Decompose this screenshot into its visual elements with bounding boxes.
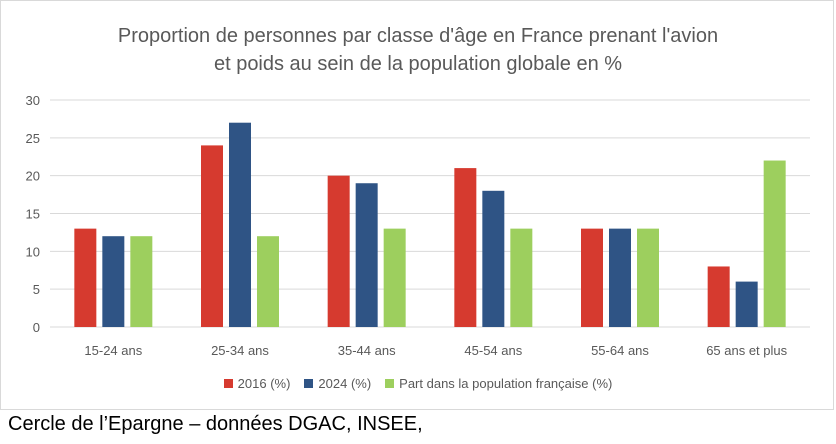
- bar-1-2: [327, 175, 350, 327]
- bar-1-4: [581, 228, 603, 327]
- legend-item: 2024 (%): [304, 376, 371, 391]
- x-tick-label: 35-44 ans: [338, 343, 396, 358]
- bar-2-5: [735, 281, 758, 327]
- source-caption: Cercle de l’Epargne – données DGAC, INSE…: [8, 413, 423, 435]
- bar-2-3: [482, 190, 505, 327]
- chart-title: Proportion de personnes par classe d'âge…: [117, 25, 719, 75]
- legend-label: 2024 (%): [318, 376, 372, 391]
- y-tick-label: 30: [26, 93, 40, 108]
- bar-2-2: [355, 183, 378, 327]
- x-tick-label: 55-64 ans: [591, 343, 649, 358]
- bar-3-2: [383, 228, 406, 327]
- legend-label: 2016 (%): [237, 376, 291, 391]
- x-tick-label: 65 ans et plus: [706, 343, 787, 358]
- bar-1-1: [201, 145, 223, 327]
- legend-label: Part dans la population française (%): [399, 376, 613, 391]
- bar-3-0: [130, 236, 153, 327]
- y-tick-label: 0: [33, 320, 40, 335]
- legend: 2016 (%) 2024 (%) Part dans la population …: [0, 376, 836, 391]
- bar-3-4: [637, 228, 659, 327]
- x-tick-label: 15-24 ans: [84, 343, 142, 358]
- legend-swatch: [385, 379, 395, 388]
- legend-item: Part dans la population française (%): [385, 376, 612, 391]
- y-tick-label: 10: [26, 244, 40, 259]
- chart-area: [0, 0, 834, 410]
- x-tick-label: 45-54 ans: [464, 343, 522, 358]
- y-tick-label: 15: [26, 207, 40, 222]
- x-tick-label: 25-34 ans: [211, 343, 269, 358]
- legend-item: 2016 (%): [223, 376, 291, 391]
- y-tick-label: 5: [33, 282, 40, 297]
- y-tick-label: 25: [26, 131, 40, 146]
- bar-1-3: [454, 168, 477, 327]
- bar-3-3: [510, 228, 533, 327]
- bar-1-0: [74, 228, 97, 327]
- bar-1-5: [707, 266, 730, 327]
- bar-3-1: [257, 236, 279, 327]
- chart-plot: 0 5 10 15 20 25 30 15-24 ans 25-34 ans 35-44 ans 4…: [26, 93, 810, 358]
- bar-2-1: [229, 122, 251, 327]
- y-tick-label: 20: [26, 169, 40, 184]
- bar-2-4: [609, 228, 631, 327]
- legend-swatch: [304, 379, 314, 388]
- legend-swatch: [223, 379, 233, 388]
- bar-3-5: [763, 160, 786, 327]
- bar-2-0: [102, 236, 125, 327]
